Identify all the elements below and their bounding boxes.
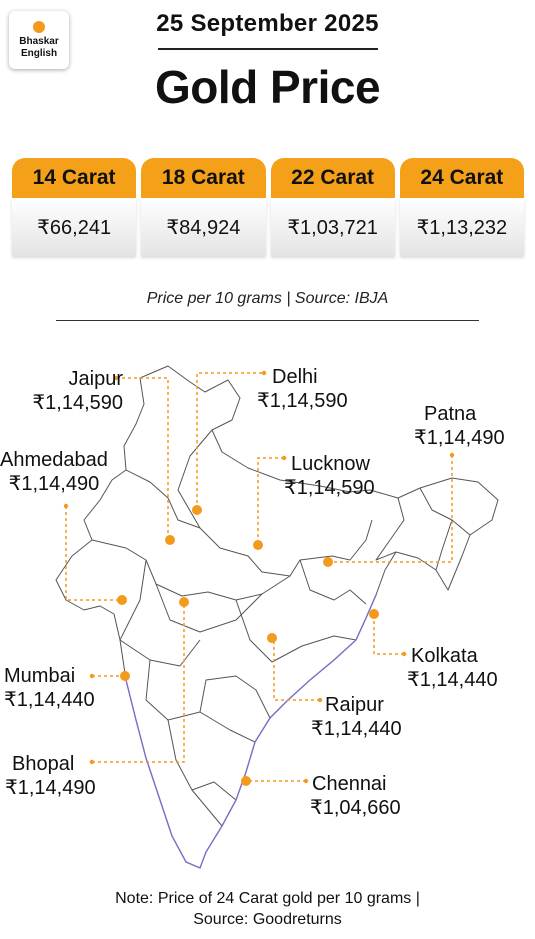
price-card-label: 18 Carat [141,158,266,198]
logo-dot-icon [33,21,45,33]
marker-delhi [192,505,202,515]
leader-line-delhi [196,372,262,510]
city-name: Kolkata [411,645,478,667]
date-heading: 25 September 2025 [156,10,379,37]
city-name: Delhi [272,366,318,388]
label-dot-jaipur [113,375,119,381]
city-price: ₹1,14,440 [4,689,95,711]
leader-line-lucknow [257,457,284,545]
price-card-18-carat: 18 Carat ₹84,924 [141,158,266,256]
price-card-value: ₹84,924 [141,198,266,256]
price-card-value: ₹1,13,232 [399,198,524,256]
footnote-line-1: Note: Price of 24 Carat gold per 10 gram… [115,890,420,907]
state-border [375,497,405,561]
marker-jaipur [165,535,175,545]
state-border [91,539,291,601]
city-label-ahmedabad: Ahmedabad ₹1,14,490 [0,448,108,496]
label-dot-delhi [261,370,267,376]
label-dot-raipur [317,697,323,703]
state-border [435,519,453,571]
price-card-label: 22 Carat [270,158,395,198]
city-price: ₹1,14,590 [257,390,348,412]
marker-chennai [241,776,251,786]
city-price: ₹1,14,490 [414,427,505,449]
city-price: ₹1,14,440 [407,669,498,691]
label-dot-mumbai [89,673,95,679]
marker-raipur [267,633,277,643]
label-dot-patna [449,452,455,458]
city-label-patna: Patna ₹1,14,490 [414,402,505,450]
footnote: Note: Price of 24 Carat gold per 10 gram… [0,888,535,930]
state-border [199,675,271,719]
city-price: ₹1,14,440 [311,718,402,740]
leader-line-jaipur [116,377,169,540]
city-label-bhopal: Bhopal ₹1,14,490 [5,752,96,800]
city-price: ₹1,14,590 [284,477,375,499]
price-cards: 14 Carat ₹66,241 18 Carat ₹84,924 22 Car… [12,158,524,256]
label-dot-chennai [303,778,309,784]
leader-line-kolkata [373,615,404,655]
city-label-delhi: Delhi ₹1,14,590 [257,365,348,413]
price-card-label: 14 Carat [12,158,137,198]
state-border [119,639,201,667]
city-name: Ahmedabad [0,449,108,471]
city-price: ₹1,14,490 [8,473,100,495]
marker-kolkata [369,609,379,619]
price-card-24-carat: 24 Carat ₹1,13,232 [399,158,524,256]
date-underline [158,48,378,50]
price-card-14-carat: 14 Carat ₹66,241 [12,158,137,256]
city-name: Raipur [325,694,384,716]
city-label-chennai: Chennai ₹1,04,660 [310,772,401,820]
marker-mumbai [120,671,130,681]
state-border [419,487,471,536]
label-dot-ahmedabad [63,503,69,509]
marker-ahmedabad [117,595,127,605]
footnote-line-2: Source: Goodreturns [193,911,342,928]
marker-patna [323,557,333,567]
state-border [235,599,357,663]
price-card-value: ₹1,03,721 [270,198,395,256]
price-source-line: Price per 10 grams | Source: IBJA [146,290,389,307]
state-border [155,583,263,633]
label-dot-lucknow [281,455,287,461]
marker-lucknow [253,540,263,550]
price-card-value: ₹66,241 [12,198,137,256]
leader-line-raipur [273,638,320,701]
state-border [191,781,237,801]
source-divider [56,320,479,321]
city-label-raipur: Raipur ₹1,14,440 [311,693,402,741]
bhaskar-english-logo: Bhaskar English [9,11,69,69]
state-border [119,559,147,641]
marker-bhopal [179,597,189,607]
leader-line-ahmedabad [65,506,122,601]
logo-line-1: Bhaskar [19,36,59,47]
city-name: Chennai [312,773,387,795]
city-price: ₹1,14,490 [5,777,96,799]
state-border [167,719,223,827]
logo-line-2: English [20,48,58,59]
india-map [55,365,499,869]
city-name: Jaipur [68,368,123,390]
city-price: ₹1,14,590 [32,392,123,414]
coastline [125,594,377,869]
price-card-label: 24 Carat [399,158,524,198]
state-border [125,469,373,577]
page-title: Gold Price [154,61,381,113]
city-label-jaipur: Jaipur ₹1,14,590 [32,367,123,415]
city-label-mumbai: Mumbai ₹1,14,440 [4,664,95,712]
state-border [145,659,256,743]
city-name: Bhopal [12,753,75,775]
city-name: Mumbai [4,665,76,687]
state-border [177,429,213,529]
label-dot-kolkata [401,651,407,657]
label-dot-bhopal [89,759,95,765]
state-border [299,559,367,605]
city-name: Lucknow [291,453,370,475]
city-label-lucknow: Lucknow ₹1,14,590 [284,452,375,500]
city-label-kolkata: Kolkata ₹1,14,440 [407,644,498,692]
city-name: Patna [424,403,477,425]
price-card-22-carat: 22 Carat ₹1,03,721 [270,158,395,256]
city-price: ₹1,04,660 [310,797,401,819]
leader-line-bhopal [92,602,185,763]
